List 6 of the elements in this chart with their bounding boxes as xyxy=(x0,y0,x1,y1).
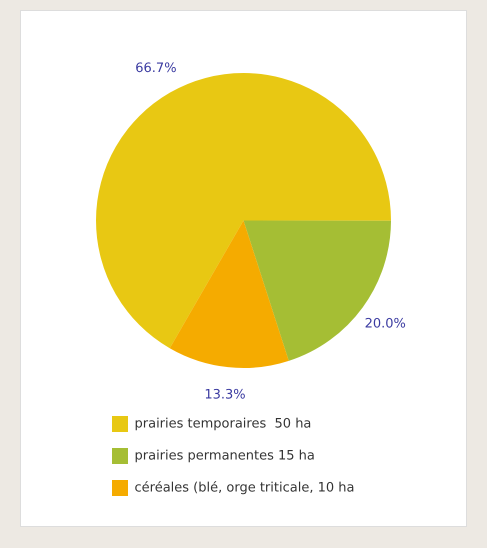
data-label: 13.3% xyxy=(204,387,246,402)
legend-label: céréales (blé, orge triticale, 10 ha xyxy=(134,480,354,496)
data-label: 20.0% xyxy=(364,316,406,332)
legend-label: prairies permanentes 15 ha xyxy=(134,448,315,464)
legend-label: prairies temporaires 50 ha xyxy=(134,416,312,432)
data-label: 66.7% xyxy=(135,60,177,76)
